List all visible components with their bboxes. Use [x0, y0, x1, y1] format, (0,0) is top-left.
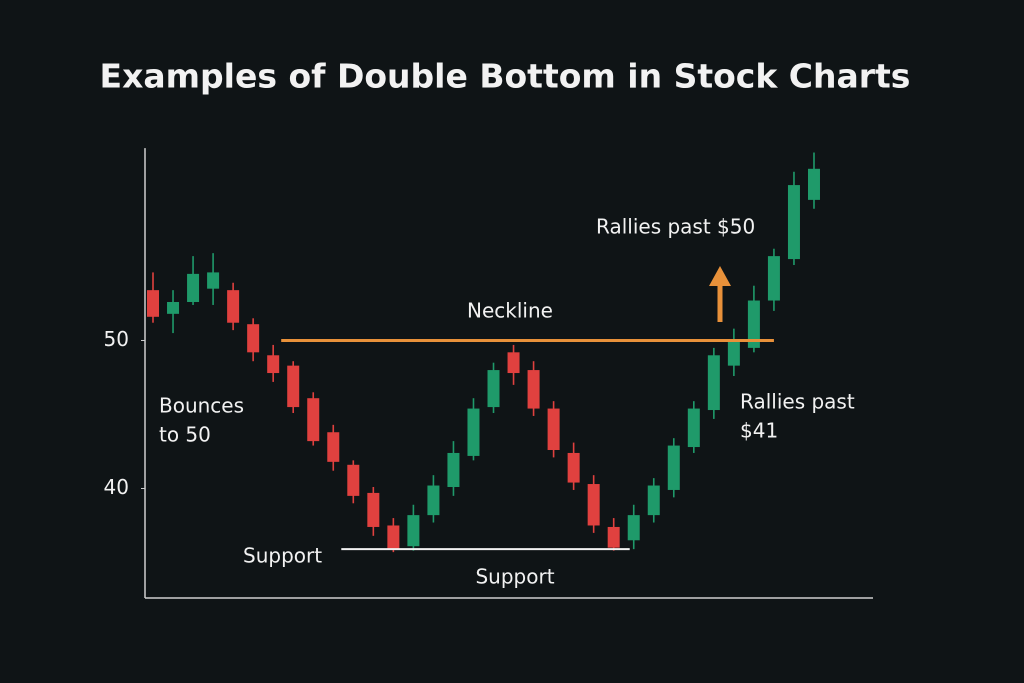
candle-body — [447, 452, 460, 487]
candle-body — [347, 464, 360, 496]
y-tick-label: 50 — [104, 327, 129, 351]
candle-body — [167, 302, 180, 314]
candle-body — [147, 290, 159, 317]
candle-body — [467, 408, 480, 456]
candle-body — [327, 432, 340, 462]
y-tick-label: 40 — [104, 475, 129, 499]
annotation: Support — [475, 565, 554, 589]
candle-body — [367, 492, 380, 527]
candle-body — [407, 515, 420, 547]
annotation: Rallies past — [740, 390, 855, 414]
candle-body — [307, 398, 320, 442]
candle-body — [187, 273, 200, 302]
candle-body — [387, 525, 400, 550]
annotation: Rallies past $50 — [596, 215, 755, 239]
candle-body — [627, 515, 640, 541]
candle-body — [547, 408, 560, 450]
candle-body — [207, 272, 220, 289]
candle-body — [427, 485, 440, 516]
candle-body — [587, 484, 600, 526]
candle-body — [227, 290, 240, 323]
candle-body — [607, 526, 620, 548]
candle-body — [507, 352, 520, 374]
candle-body — [527, 370, 540, 409]
annotation: Neckline — [467, 299, 553, 323]
candle-body — [667, 445, 680, 490]
candle-body — [707, 355, 720, 411]
chart-title: Examples of Double Bottom in Stock Chart… — [100, 57, 911, 96]
candle-body — [727, 339, 740, 366]
annotation: Bounces — [159, 394, 244, 418]
arrow-head — [709, 266, 731, 286]
candle-body — [687, 408, 700, 448]
candle-body — [767, 256, 780, 301]
annotation: Support — [243, 544, 322, 568]
candle-body — [787, 185, 800, 260]
candle-body — [287, 365, 300, 408]
candle-body — [487, 370, 500, 408]
candle-body — [567, 452, 580, 483]
candle-body — [647, 485, 660, 516]
candle-body — [807, 168, 820, 200]
candle-body — [747, 300, 760, 348]
candle-body — [267, 355, 280, 374]
candle-body — [247, 324, 260, 353]
annotation: $41 — [740, 419, 778, 443]
annotation: to 50 — [159, 423, 211, 447]
